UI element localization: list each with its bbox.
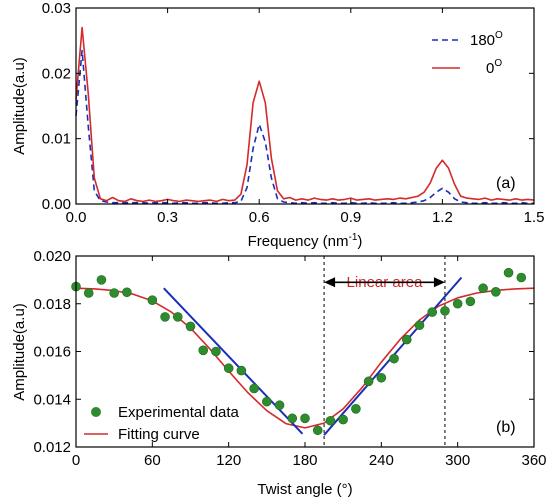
panel-b-y-tick-label: 0.016 (33, 344, 71, 361)
experimental-point (478, 283, 488, 294)
panel-b-y-tick-label: 0.012 (33, 439, 71, 456)
panel-b-y-tick-label: 0.020 (33, 248, 71, 265)
experimental-point (440, 306, 450, 316)
panel-b-ticks: 0 60 120 180 240 300 360 0.012 0.014 0.016 0.018 0.… (33, 248, 546, 469)
panel-a-x-tick-label: 1.5 (524, 209, 545, 226)
experimental-point (287, 413, 298, 424)
panel-a-ticks: 0.0 0.3 0.6 0.9 1.2 1.5 0.00 0.01 0.02 0.03 (42, 0, 545, 226)
experimental-point (300, 413, 310, 424)
legend-experimental-label: Experimental data (118, 404, 240, 421)
panel-b-x-axis-label: Twist angle (°) (257, 481, 352, 498)
experimental-point (401, 334, 412, 345)
experimental-point (211, 346, 221, 357)
panel-a-x-tick-label: 0.0 (66, 209, 87, 226)
experimental-point (249, 383, 259, 394)
panel-a-x-tick-label: 0.6 (249, 209, 270, 226)
panel-b-tag: (b) (496, 419, 516, 436)
panel-a-x-axis-label: Frequency (nm-1) (248, 232, 363, 250)
linear-area-annotation: Linear area (324, 274, 445, 291)
experimental-point (363, 376, 374, 387)
experimental-point (122, 287, 132, 298)
experimental-point (223, 363, 234, 374)
experimental-point (414, 320, 425, 331)
panel-b-x-tick-label: 120 (216, 452, 241, 469)
panel-a-legend: 180O 0O (432, 30, 503, 77)
panel-a-y-tick-label: 0.03 (42, 0, 71, 17)
panel-b-x-tick-label: 60 (144, 452, 161, 469)
panel-b-legend: Experimental data Fitting curve (84, 404, 240, 443)
experimental-point (465, 296, 476, 307)
panel-b-y-tick-label: 0.018 (33, 296, 71, 313)
panel-b-y-tick-label: 0.014 (33, 391, 71, 408)
experimental-point (236, 365, 247, 376)
experimental-point (351, 403, 361, 414)
panel-a-y-tick-label: 0.02 (42, 65, 71, 82)
panel-b-x-tick-label: 240 (369, 452, 394, 469)
experimental-point (491, 287, 501, 297)
panel-a-plot-area (75, 26, 535, 205)
panel-a-x-tick-label: 1.2 (432, 209, 453, 226)
panel-a-x-tick-label: 0.9 (340, 209, 361, 226)
experimental-point (376, 372, 387, 383)
experimental-point (172, 312, 183, 322)
panel-a-tag: (a) (496, 175, 516, 192)
panel-b-x-tick-label: 360 (521, 452, 546, 469)
experimental-point (262, 396, 272, 407)
experimental-point (312, 425, 323, 436)
experimental-point (516, 272, 527, 283)
experimental-point (338, 414, 348, 425)
panel-a-frame (75, 7, 535, 205)
experimental-point (83, 288, 94, 298)
panel-a: 0.0 0.3 0.6 0.9 1.2 1.5 0.00 0.01 0.02 0.03 180O … (11, 0, 544, 250)
panel-b: 0 60 120 180 240 300 360 0.012 0.014 0.016 0.018 0.… (11, 248, 547, 498)
experimental-point (198, 345, 209, 356)
linear-area-arrowhead-left (324, 277, 336, 288)
experimental-point (109, 288, 119, 298)
legend-180-label: 180O (470, 30, 503, 49)
experimental-point (325, 415, 336, 426)
panel-a-y-axis-label: Amplitude(a.u) (11, 57, 28, 155)
experimental-point (503, 267, 514, 278)
experimental-point (96, 275, 107, 285)
panel-a-x-tick-label: 0.3 (157, 209, 178, 226)
experimental-point (160, 312, 170, 322)
legend-experimental-marker (91, 407, 101, 417)
panel-a-y-tick-label: 0.01 (42, 131, 71, 148)
panel-b-y-axis-label: Amplitude(a.u) (11, 303, 28, 401)
experimental-point (427, 307, 438, 317)
legend-fit-label: Fitting curve (118, 426, 200, 443)
linear-area-arrowhead-right (433, 277, 445, 288)
experimental-point (147, 295, 158, 305)
panel-b-x-tick-label: 180 (292, 452, 317, 469)
experimental-point (274, 400, 285, 411)
series-line-0 (75, 26, 535, 203)
panel-b-plot-area (71, 256, 535, 447)
experimental-point (389, 353, 399, 364)
panel-b-x-tick-label: 0 (72, 452, 80, 469)
series-line-180 (75, 49, 534, 205)
panel-b-x-tick-label: 300 (445, 452, 470, 469)
experimental-point (452, 298, 463, 309)
experimental-point (185, 321, 196, 332)
legend-0-label: 0O (486, 58, 502, 77)
panel-a-y-tick-label: 0.00 (42, 196, 71, 213)
